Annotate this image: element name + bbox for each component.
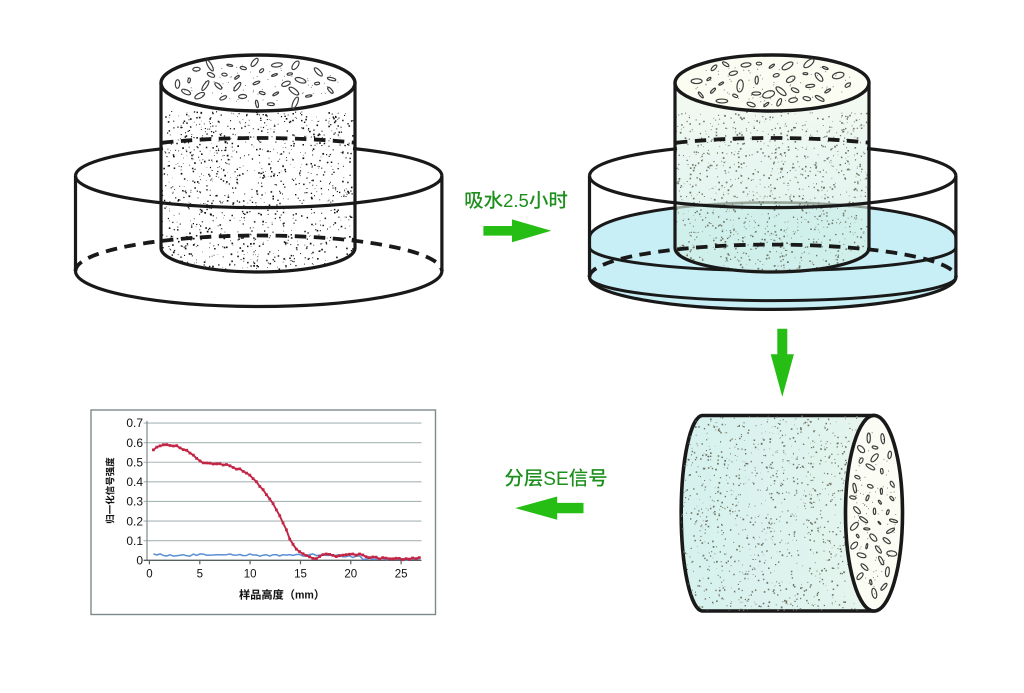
- svg-text:2.5: 2.5: [503, 190, 529, 211]
- svg-text:0: 0: [146, 569, 152, 581]
- svg-text:0.4: 0.4: [126, 475, 143, 489]
- svg-text:0.6: 0.6: [126, 436, 143, 450]
- svg-text:0.7: 0.7: [126, 416, 143, 430]
- svg-text:25: 25: [395, 569, 408, 581]
- svg-text:0.1: 0.1: [126, 534, 143, 548]
- svg-text:mm: mm: [295, 590, 314, 602]
- svg-text:SE: SE: [543, 469, 568, 490]
- svg-text:0.3: 0.3: [126, 495, 143, 509]
- svg-text:10: 10: [244, 569, 257, 581]
- svg-text:15: 15: [294, 569, 307, 581]
- svg-text:0: 0: [136, 554, 143, 568]
- svg-text:0.5: 0.5: [126, 455, 143, 469]
- svg-text:5: 5: [197, 569, 203, 581]
- svg-text:0.2: 0.2: [126, 514, 143, 528]
- svg-text:20: 20: [344, 569, 357, 581]
